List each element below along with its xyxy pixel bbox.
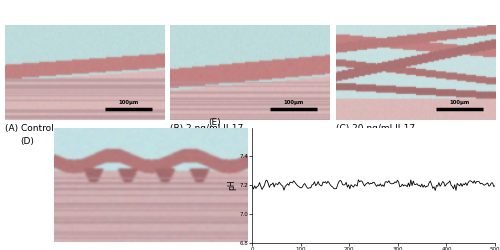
Text: (C) 20 ng/ml Il-17: (C) 20 ng/ml Il-17 <box>336 124 415 133</box>
Text: (A) Control: (A) Control <box>5 124 54 133</box>
Text: (D): (D) <box>20 137 34 146</box>
Text: 100μm: 100μm <box>118 100 139 105</box>
Text: (B) 2 ng/ml Il-17: (B) 2 ng/ml Il-17 <box>170 124 244 133</box>
Text: 100μm: 100μm <box>284 100 304 105</box>
Y-axis label: pH: pH <box>228 180 236 190</box>
Text: (E): (E) <box>208 118 221 127</box>
Text: 100μm: 100μm <box>449 100 469 105</box>
